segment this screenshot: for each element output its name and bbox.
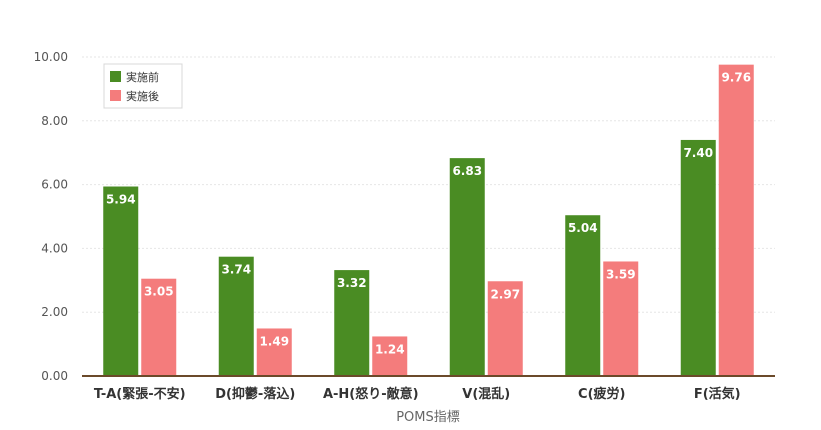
bar-value-label: 3.74 — [221, 263, 251, 277]
bar-after — [718, 64, 754, 376]
legend: 実施前 実施後 — [103, 63, 183, 109]
bar-value-label: 1.24 — [375, 342, 405, 356]
bar-after — [256, 328, 292, 376]
bar-before — [565, 215, 601, 376]
y-axis-ticks: 0.00 2.00 4.00 6.00 8.00 10.00 — [34, 50, 68, 383]
y-tick-label: 10.00 — [34, 50, 68, 64]
bar-after — [487, 281, 523, 376]
bar-after — [141, 278, 177, 376]
x-axis-title: POMS指標 — [396, 410, 460, 425]
y-tick-label: 2.00 — [41, 305, 68, 319]
y-tick-label: 0.00 — [41, 369, 68, 383]
gridlines — [82, 56, 775, 313]
legend-label-before: 実施前 — [126, 70, 159, 84]
y-tick-label: 6.00 — [41, 178, 68, 192]
bar-value-label: 3.05 — [144, 285, 174, 299]
x-tick-label: F(活気) — [694, 386, 741, 402]
bar-before — [218, 256, 254, 376]
bar-value-label: 5.94 — [106, 193, 136, 207]
y-tick-label: 4.00 — [41, 241, 68, 255]
bar-value-label: 6.83 — [452, 164, 482, 178]
x-axis-ticks: T-A(緊張-不安) D(抑鬱-落込) A-H(怒り-敵意) V(混乱) C(疲労) F(… — [94, 386, 741, 402]
bars: 5.94 3.05 3.74 1.49 3.32 1.24 6.83 2.97 5.04 3.59… — [103, 64, 754, 376]
bar-value-label: 1.49 — [259, 334, 289, 348]
bar-value-label: 9.76 — [721, 71, 751, 85]
bar-after — [603, 261, 639, 376]
bar-after — [372, 336, 408, 376]
legend-swatch-before — [110, 71, 121, 82]
bar-value-label: 7.40 — [683, 146, 713, 160]
x-tick-label: C(疲労) — [578, 386, 625, 402]
x-tick-label: D(抑鬱-落込) — [215, 386, 295, 402]
y-tick-label: 8.00 — [41, 114, 68, 128]
bar-before — [103, 186, 139, 376]
x-tick-label: T-A(緊張-不安) — [94, 386, 186, 402]
legend-label-after: 実施後 — [126, 89, 159, 103]
bar-value-label: 3.59 — [606, 267, 636, 281]
bar-value-label: 5.04 — [568, 221, 598, 235]
legend-swatch-after — [110, 90, 121, 101]
x-tick-label: V(混乱) — [462, 386, 510, 402]
bar-value-label: 2.97 — [490, 287, 520, 301]
bar-before — [680, 139, 716, 376]
x-tick-label: A-H(怒り-敵意) — [323, 386, 419, 402]
bar-value-label: 3.32 — [337, 276, 367, 290]
bar-before — [334, 270, 370, 376]
bar-before — [449, 158, 485, 376]
